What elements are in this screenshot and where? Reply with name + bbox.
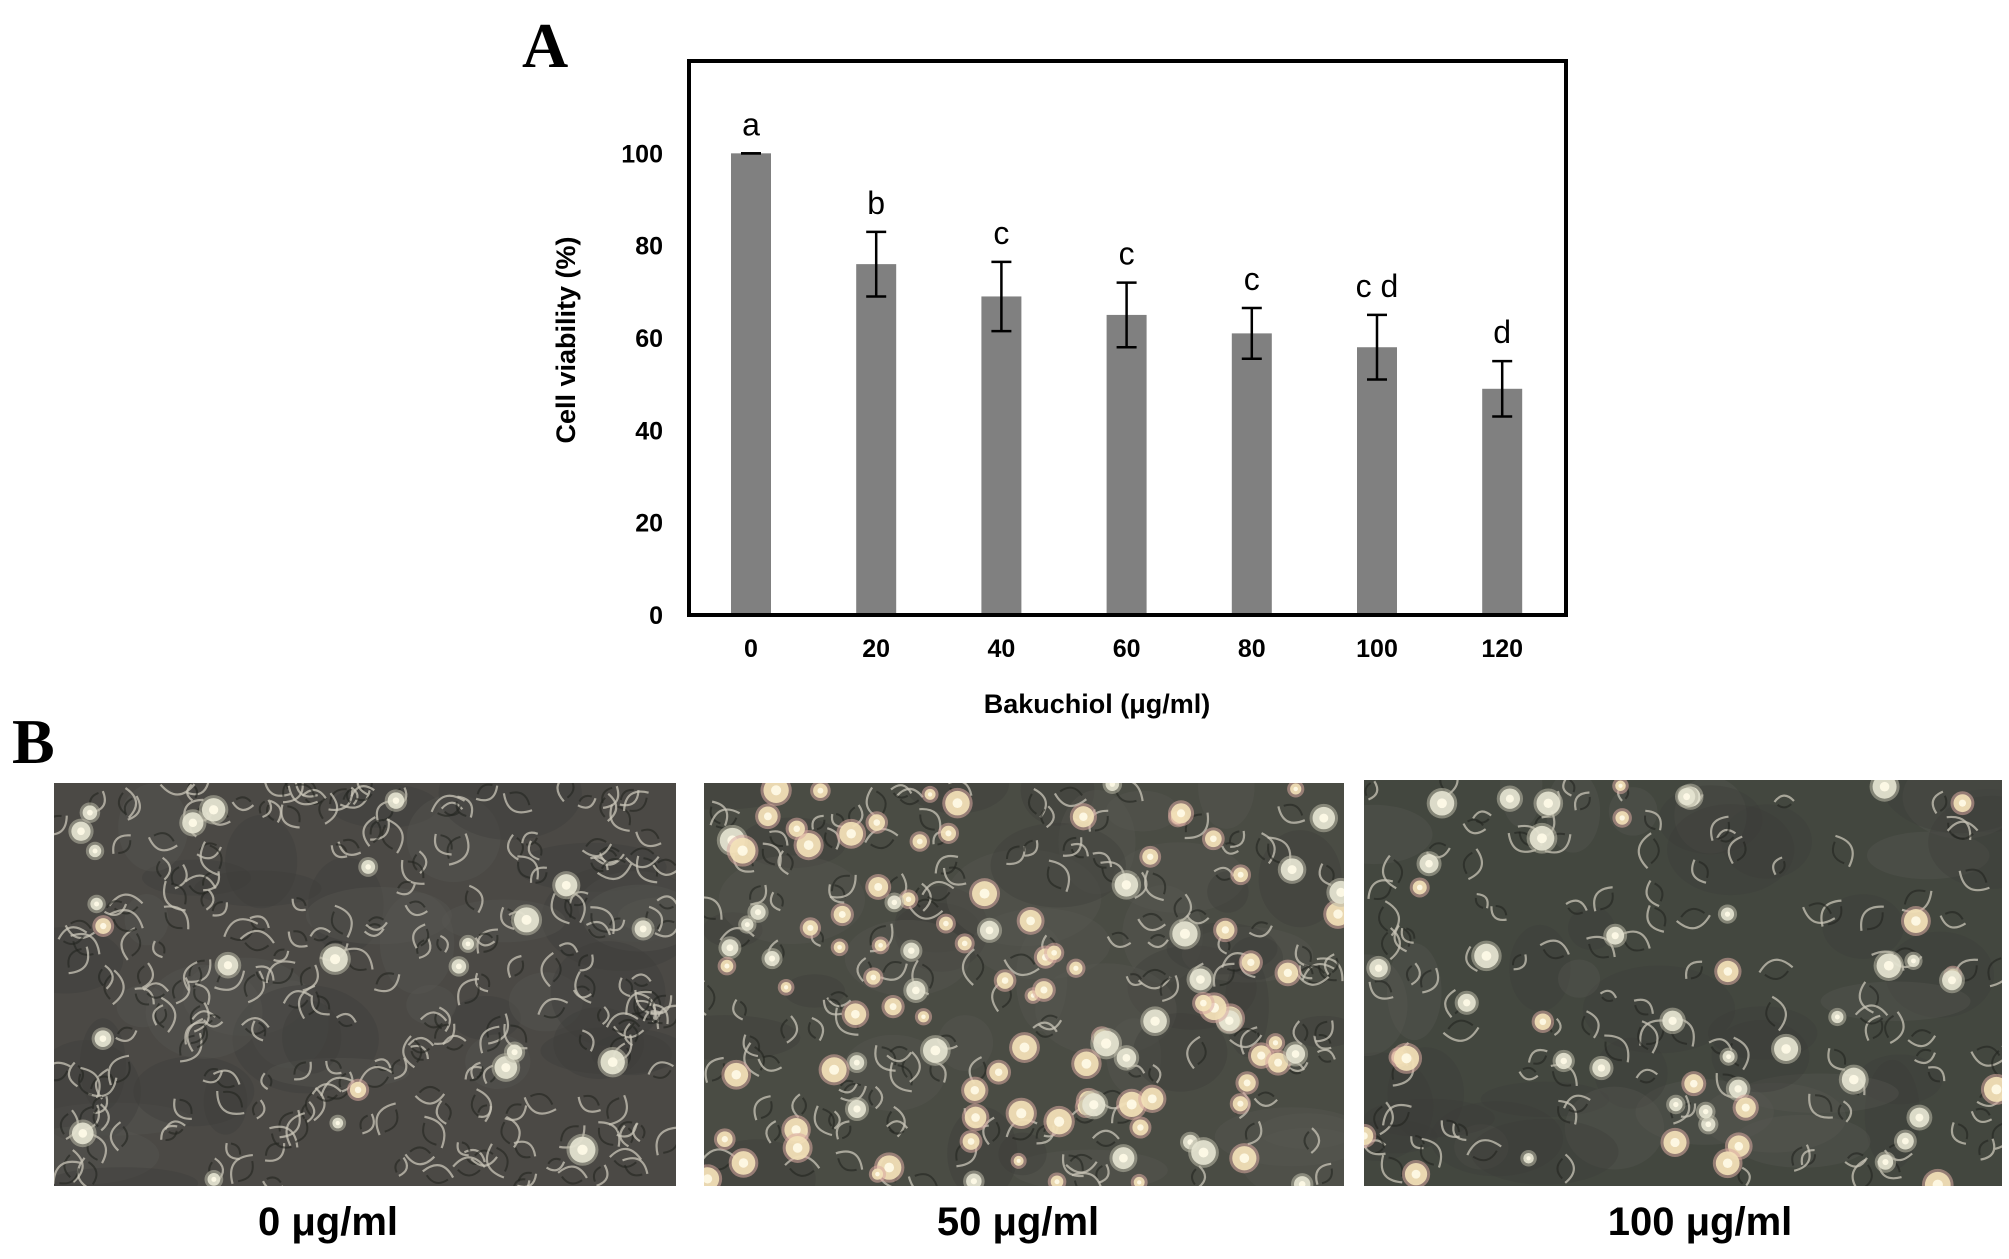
error-bar-80 bbox=[1241, 306, 1262, 361]
plot-frame bbox=[687, 59, 1568, 617]
micrograph-image bbox=[1364, 780, 2002, 1186]
micrograph-caption-0: 0 μg/ml bbox=[257, 1200, 399, 1244]
x-axis-title: Bakuchiol (μg/ml) bbox=[984, 689, 1211, 719]
significance-labels: a b c c c c d d bbox=[742, 106, 1511, 350]
significance-label: c d bbox=[1356, 268, 1399, 304]
bars bbox=[731, 153, 1523, 616]
panel-label-b: B bbox=[12, 706, 55, 777]
error-bars bbox=[741, 152, 1513, 418]
bar-20 bbox=[856, 264, 897, 615]
y-tick-label: 0 bbox=[649, 602, 663, 630]
error-bar-120 bbox=[1492, 359, 1513, 418]
x-tick-label: 60 bbox=[1113, 635, 1141, 663]
error-bar-40 bbox=[991, 260, 1012, 333]
x-tick-label: 20 bbox=[862, 635, 890, 663]
y-tick-label: 100 bbox=[621, 140, 663, 168]
micrograph-0 bbox=[54, 783, 676, 1186]
significance-label: d bbox=[1493, 314, 1511, 350]
micrograph-2 bbox=[1364, 780, 2002, 1186]
significance-label: c bbox=[993, 215, 1009, 251]
micrograph-image bbox=[704, 783, 1344, 1186]
y-tick-label: 60 bbox=[635, 325, 663, 353]
bar-60 bbox=[1106, 314, 1147, 615]
x-tick-label: 0 bbox=[744, 635, 758, 663]
bar-40 bbox=[981, 296, 1022, 615]
x-tick-label: 120 bbox=[1481, 635, 1523, 663]
micrograph-caption-1: 50 μg/ml bbox=[936, 1200, 1100, 1244]
x-tick-label: 40 bbox=[987, 635, 1015, 663]
y-tick-label: 20 bbox=[635, 510, 663, 538]
x-tick-label: 100 bbox=[1356, 635, 1398, 663]
x-axis-ticks: 0 20 40 60 80 100 120 bbox=[744, 635, 1523, 663]
y-tick-label: 40 bbox=[635, 417, 663, 445]
significance-label: a bbox=[742, 106, 760, 142]
error-bar-60 bbox=[1116, 281, 1137, 349]
micrograph-caption-2: 100 μg/ml bbox=[1607, 1200, 1793, 1244]
bar-120 bbox=[1482, 388, 1523, 615]
y-tick-label: 80 bbox=[635, 233, 663, 261]
bar-100 bbox=[1357, 347, 1397, 615]
micrograph-image bbox=[54, 783, 676, 1186]
significance-label: b bbox=[867, 185, 885, 221]
y-axis-title: Cell viability (%) bbox=[551, 236, 581, 443]
x-tick-label: 80 bbox=[1238, 635, 1266, 663]
significance-label: c bbox=[1119, 236, 1135, 272]
bar-chart: a b c c c c d d 0 20 40 60 80 100 0 20 40 60 80 100 120 B… bbox=[551, 59, 1568, 719]
panel-label-a: A bbox=[522, 10, 569, 81]
bar-0 bbox=[731, 153, 771, 616]
bar-80 bbox=[1231, 333, 1272, 615]
error-bar-100 bbox=[1367, 313, 1387, 381]
significance-label: c bbox=[1244, 261, 1260, 297]
error-bar-20 bbox=[866, 230, 887, 298]
y-axis-ticks: 0 20 40 60 80 100 bbox=[621, 140, 663, 630]
micrograph-1 bbox=[704, 783, 1344, 1186]
